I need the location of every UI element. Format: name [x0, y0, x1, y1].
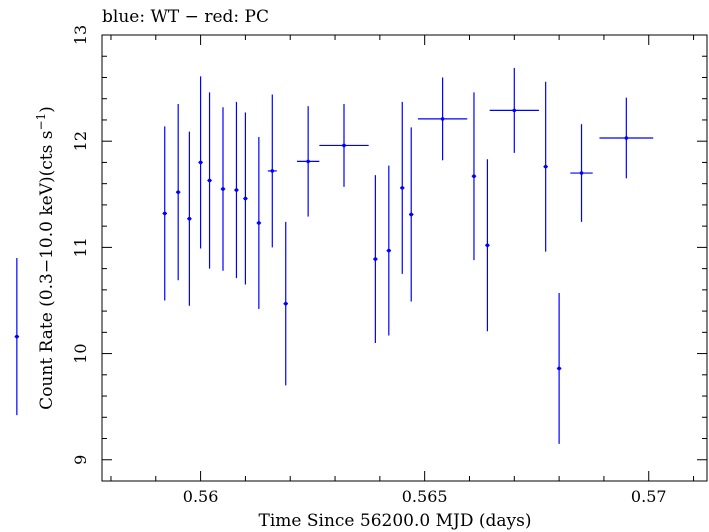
x-tick-label: 0.56: [183, 487, 219, 506]
y-tick-label: 13: [71, 25, 90, 45]
point-marker: [387, 248, 391, 253]
data-point: [543, 81, 548, 252]
data-point: [599, 97, 654, 179]
data-point: [187, 131, 192, 306]
point-marker: [373, 257, 378, 261]
data-point: [198, 76, 203, 249]
data-point: [471, 92, 477, 261]
data-point: [489, 67, 539, 153]
x-axis-label: Time Since 56200.0 MJD (days): [259, 511, 532, 531]
data-point: [319, 104, 369, 187]
x-tick-label: 0.565: [402, 487, 448, 506]
point-marker: [187, 216, 192, 221]
point-marker: [409, 212, 414, 217]
point-marker: [472, 174, 476, 179]
point-marker: [198, 160, 203, 165]
data-point: [14, 258, 20, 416]
data-points: [14, 67, 654, 444]
point-marker: [243, 196, 248, 201]
point-marker: [579, 171, 584, 175]
point-marker: [234, 188, 239, 192]
point-marker: [624, 136, 629, 140]
y-axis-label-main: Count Rate (0.3−10.0 keV)(cts s: [37, 131, 57, 410]
data-point: [220, 107, 226, 271]
data-point: [243, 112, 248, 285]
axis-ticks: [102, 34, 707, 481]
data-point: [417, 77, 468, 161]
point-marker: [15, 334, 19, 339]
y-axis-label-exponent: −1: [34, 113, 48, 131]
data-point: [283, 221, 288, 386]
point-marker: [557, 366, 561, 371]
point-marker: [485, 243, 490, 248]
data-point: [570, 124, 593, 222]
y-tick-label: 10: [71, 343, 90, 363]
point-marker: [283, 301, 288, 306]
y-tick-label: 11: [71, 237, 90, 257]
point-marker: [342, 143, 346, 148]
point-marker: [512, 108, 517, 113]
data-point: [373, 175, 378, 343]
data-point: [556, 293, 562, 444]
data-point: [400, 101, 405, 274]
x-tick-labels: 0.56 0.565 0.57: [183, 487, 667, 506]
x-tick-label: 0.57: [631, 487, 667, 506]
data-point: [408, 127, 414, 302]
data-point: [256, 136, 262, 309]
plot-frame: [101, 34, 708, 482]
data-point: [386, 165, 392, 336]
point-marker: [176, 190, 180, 194]
point-marker: [162, 211, 167, 216]
point-marker: [543, 164, 548, 169]
data-point: [296, 106, 320, 217]
point-marker: [221, 187, 225, 191]
data-point: [207, 92, 212, 269]
point-marker: [400, 186, 405, 190]
y-axis-label: Count Rate (0.3−10.0 keV)(cts s−1): [34, 106, 57, 410]
data-point: [234, 101, 239, 279]
point-marker: [207, 178, 212, 183]
data-point: [162, 126, 167, 301]
point-marker: [440, 117, 445, 121]
chart-title: blue: WT − red: PC: [102, 7, 269, 27]
data-point: [175, 104, 181, 281]
point-marker: [270, 169, 275, 173]
y-tick-labels: 9 10 11 12 13: [71, 25, 90, 465]
y-tick-label: 9: [71, 455, 90, 465]
point-marker: [257, 221, 261, 225]
data-point: [267, 94, 277, 248]
y-tick-label: 12: [71, 131, 90, 151]
y-axis-label-tail: ): [37, 106, 57, 113]
point-marker: [306, 159, 310, 164]
data-point: [485, 159, 490, 332]
